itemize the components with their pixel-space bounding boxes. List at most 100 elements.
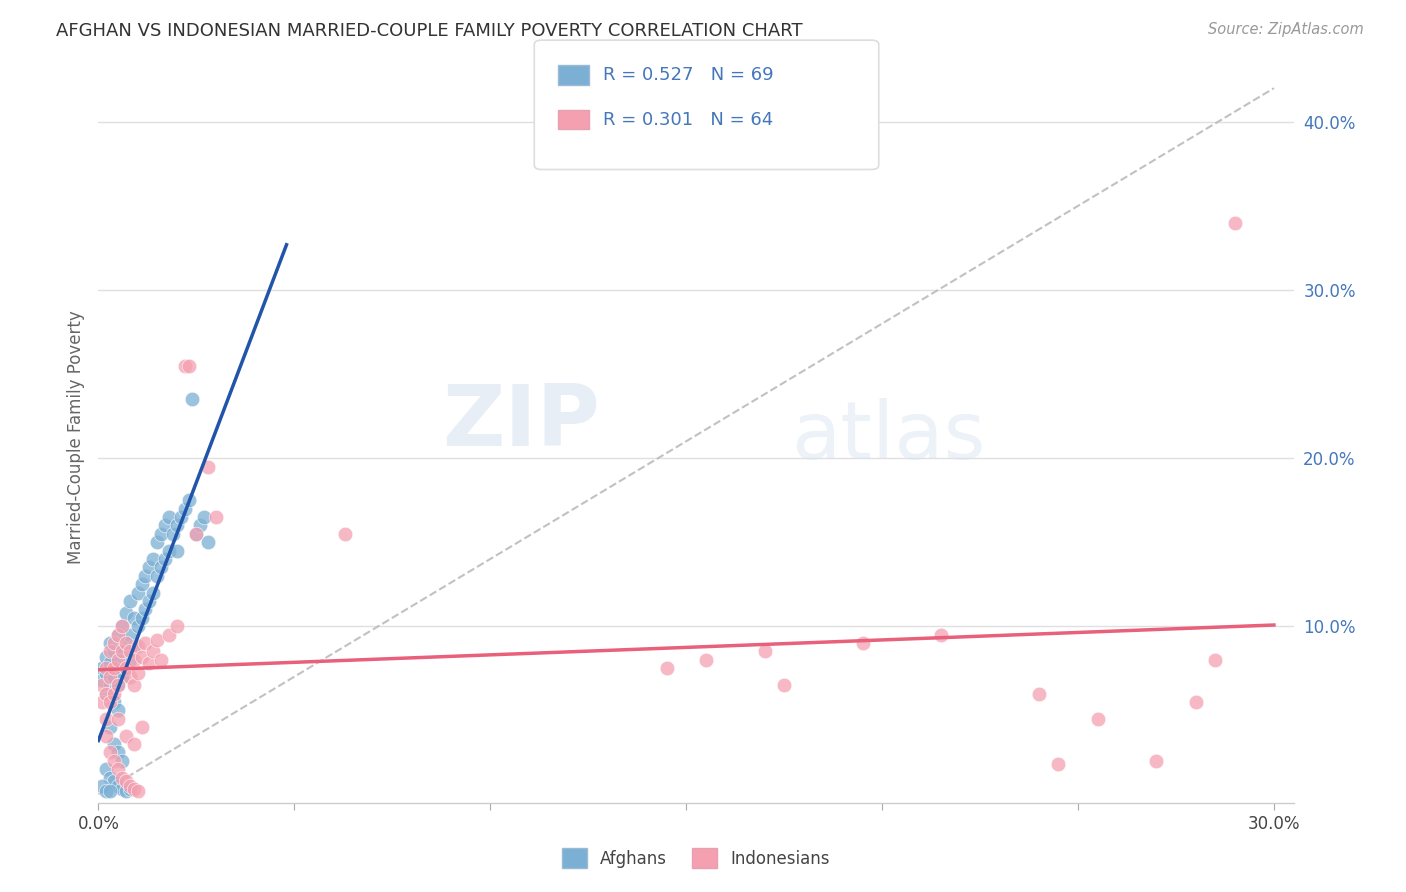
Point (96, 762, 118, 776)
Point (118, 594, 141, 608)
Point (153, 552, 176, 566)
Text: Source: ZipAtlas.com: Source: ZipAtlas.com (1208, 22, 1364, 37)
Point (111, 670, 134, 684)
Point (131, 577, 153, 591)
Point (111, 619, 134, 633)
Point (96, 686, 118, 700)
Point (1144, 754, 1167, 768)
Point (142, 552, 165, 566)
Point (91, 673, 114, 687)
Point (122, 653, 145, 667)
Point (111, 644, 134, 658)
Point (1087, 712, 1109, 726)
Point (138, 657, 160, 671)
Point (146, 632, 169, 647)
Point (146, 535, 169, 549)
Point (146, 569, 169, 583)
Point (150, 526, 173, 541)
Point (188, 518, 211, 533)
Point (96, 686, 118, 700)
Point (107, 627, 129, 641)
Legend: Afghans, Indonesians: Afghans, Indonesians (555, 841, 837, 875)
Point (197, 459, 219, 474)
Point (115, 636, 138, 650)
Point (157, 510, 180, 524)
Point (107, 653, 129, 667)
Point (127, 784, 149, 798)
Point (91, 779, 114, 793)
Text: R = 0.527   N = 69: R = 0.527 N = 69 (603, 66, 773, 84)
Point (107, 779, 129, 793)
Point (111, 644, 134, 658)
Point (157, 627, 180, 641)
Point (177, 359, 200, 373)
Point (98, 771, 121, 785)
Point (131, 649, 153, 664)
Point (177, 493, 200, 508)
Point (103, 695, 125, 709)
Point (107, 712, 129, 726)
Point (107, 745, 129, 759)
Point (1204, 653, 1226, 667)
Text: R = 0.301   N = 64: R = 0.301 N = 64 (603, 111, 773, 128)
Point (118, 653, 141, 667)
Point (118, 670, 141, 684)
Point (98, 670, 121, 684)
Point (118, 644, 141, 658)
Point (98, 678, 121, 692)
Point (96, 661, 118, 675)
Text: atlas: atlas (792, 398, 986, 476)
Point (96, 729, 118, 743)
Point (103, 644, 125, 658)
Point (91, 678, 114, 692)
Point (98, 644, 121, 658)
Point (1047, 757, 1070, 772)
Point (107, 762, 129, 776)
Point (118, 779, 141, 793)
Point (103, 661, 125, 675)
Point (122, 611, 145, 625)
Point (142, 644, 165, 658)
Point (150, 560, 173, 574)
Point (118, 627, 141, 641)
Point (122, 640, 145, 654)
Text: AFGHAN VS INDONESIAN MARRIED-COUPLE FAMILY POVERTY CORRELATION CHART: AFGHAN VS INDONESIAN MARRIED-COUPLE FAMI… (56, 22, 803, 40)
Point (134, 569, 156, 583)
Point (127, 619, 149, 633)
Point (96, 784, 118, 798)
Point (115, 606, 138, 620)
Point (96, 666, 118, 681)
Point (127, 585, 149, 599)
Point (1184, 695, 1206, 709)
Point (98, 636, 121, 650)
Point (181, 392, 204, 407)
Point (111, 754, 134, 768)
Point (111, 771, 134, 785)
Point (107, 653, 129, 667)
Point (103, 754, 125, 768)
Point (91, 661, 114, 675)
Point (173, 501, 195, 516)
Point (1028, 686, 1050, 700)
Point (754, 644, 776, 658)
Point (131, 611, 153, 625)
Point (773, 678, 796, 692)
Point (134, 636, 156, 650)
Point (134, 602, 156, 616)
Point (103, 636, 125, 650)
Point (111, 782, 134, 797)
Point (138, 560, 160, 574)
Point (115, 636, 138, 650)
Point (170, 510, 193, 524)
Point (166, 518, 188, 533)
Point (166, 619, 188, 633)
Point (186, 526, 208, 541)
Point (98, 784, 121, 798)
Point (103, 686, 125, 700)
Point (851, 636, 873, 650)
Point (107, 703, 129, 717)
Point (115, 729, 138, 743)
Point (157, 543, 180, 558)
Point (107, 678, 129, 692)
Point (193, 510, 215, 524)
